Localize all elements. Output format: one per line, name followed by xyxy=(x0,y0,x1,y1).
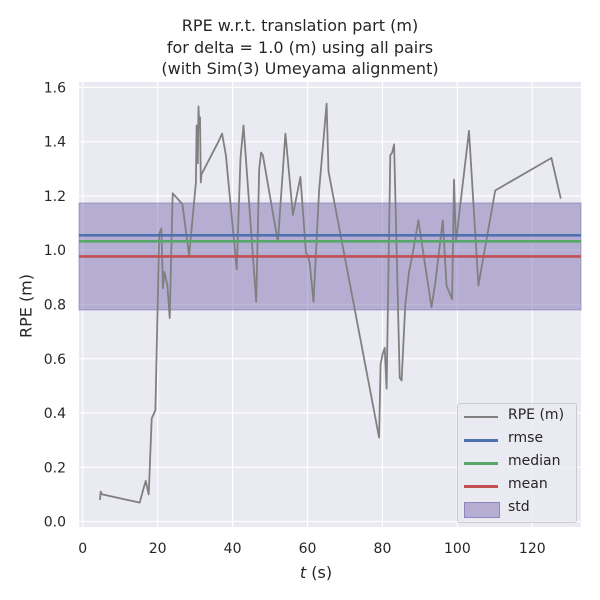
legend-swatch-rpe xyxy=(464,416,498,418)
legend: RPE (m) rmse median mean std xyxy=(457,403,577,523)
y-tick-label: 1.6 xyxy=(44,80,66,96)
x-tick-label: 120 xyxy=(519,541,546,557)
x-tick-label: 20 xyxy=(149,541,167,557)
legend-item-median: median xyxy=(458,452,576,475)
x-axis-label: t (s) xyxy=(0,563,600,582)
y-axis-label: RPE (m) xyxy=(16,273,36,339)
legend-label-mean: mean xyxy=(508,476,548,492)
x-axis-label-variable: t xyxy=(299,563,307,582)
legend-swatch-std xyxy=(464,502,500,518)
legend-label-median: median xyxy=(508,453,561,469)
y-tick-label: 0.4 xyxy=(44,406,66,422)
y-tick-label: 1.0 xyxy=(44,243,66,259)
legend-label-std: std xyxy=(508,499,530,515)
y-tick-label: 1.2 xyxy=(44,189,66,205)
stat-lines-layer xyxy=(79,234,581,258)
x-tick-labels: 0 20 40 60 80 100 120 xyxy=(78,541,545,557)
x-tick-label: 0 xyxy=(78,541,87,557)
y-tick-label: 1.4 xyxy=(44,135,66,151)
legend-item-rpe: RPE (m) xyxy=(458,406,576,429)
y-tick-label: 0.6 xyxy=(44,352,66,368)
x-tick-label: 40 xyxy=(224,541,242,557)
legend-swatch-median xyxy=(464,462,498,465)
x-tick-label: 60 xyxy=(299,541,317,557)
chart-title-line-2: for delta = 1.0 (m) using all pairs xyxy=(166,38,434,57)
legend-label-rpe: RPE (m) xyxy=(508,407,565,423)
legend-label-rmse: rmse xyxy=(508,430,544,446)
legend-item-rmse: rmse xyxy=(458,429,576,452)
x-tick-label: 80 xyxy=(374,541,392,557)
y-tick-labels: 0.0 0.2 0.4 0.6 0.8 1.0 1.2 1.4 1.6 xyxy=(44,80,66,530)
legend-item-std: std xyxy=(458,498,576,521)
chart-title-line-1: RPE w.r.t. translation part (m) xyxy=(181,16,419,35)
x-axis-label-unit: (s) xyxy=(306,563,333,582)
legend-swatch-rmse xyxy=(464,439,498,442)
chart-title-line-3: (with Sim(3) Umeyama alignment) xyxy=(161,59,439,78)
y-tick-label: 0.0 xyxy=(44,515,66,531)
x-tick-label: 100 xyxy=(444,541,471,557)
y-tick-label: 0.2 xyxy=(44,460,66,476)
y-tick-label: 0.8 xyxy=(44,298,66,314)
legend-item-mean: mean xyxy=(458,475,576,498)
legend-swatch-mean xyxy=(464,485,498,488)
